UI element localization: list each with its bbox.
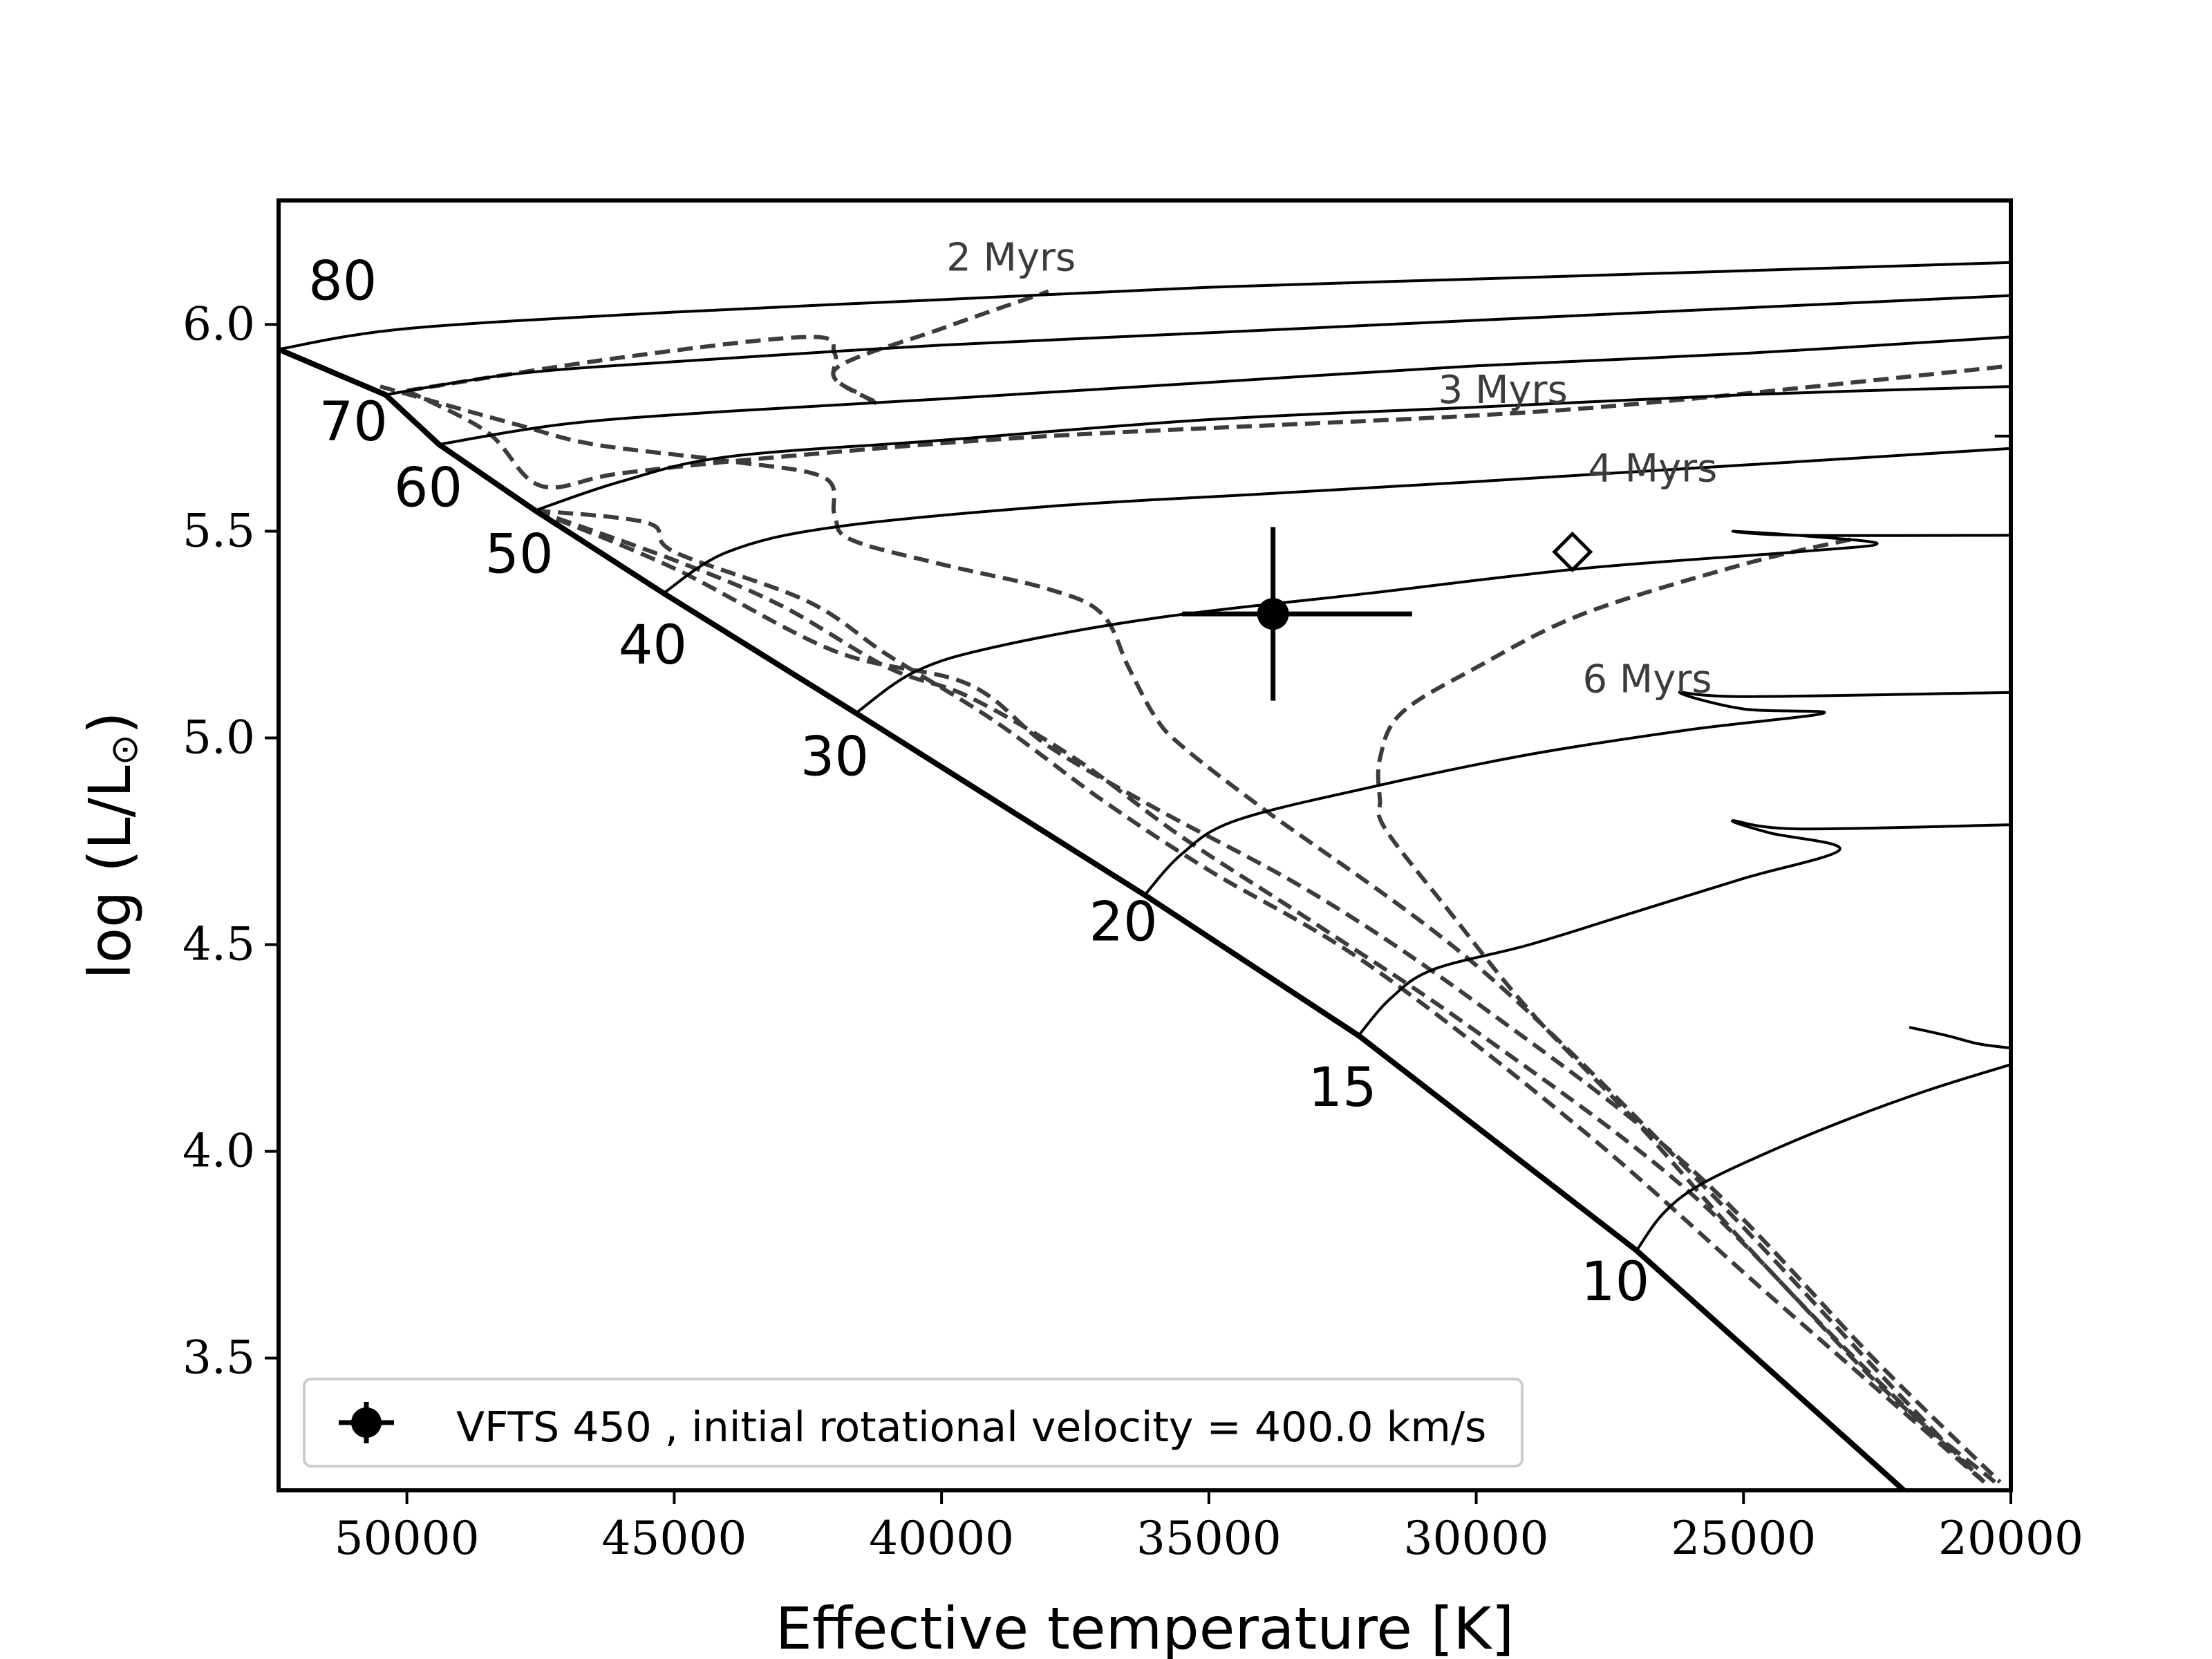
x-axis-label: Effective temperature [K]	[776, 1595, 1515, 1659]
isochrone-line-7	[534, 508, 2002, 1484]
track-line-15	[1357, 819, 2011, 1037]
evolutionary-tracks	[279, 261, 2011, 1252]
track-mass-label: 40	[619, 615, 687, 677]
isochrone-line-4	[1376, 537, 1986, 1484]
track-mass-label: 50	[485, 523, 553, 585]
track-mass-label: 15	[1309, 1057, 1377, 1119]
track-mass-label: 10	[1581, 1251, 1649, 1313]
x-tick-label: 25000	[1671, 1512, 1816, 1565]
y-tick-label: 6.0	[182, 297, 255, 350]
y-tick-label: 3.5	[182, 1331, 255, 1385]
isochrone-line-2	[406, 364, 2011, 490]
legend-marker-icon	[339, 1402, 394, 1443]
axes-frame	[276, 198, 2013, 1492]
track-mass-label: 70	[319, 391, 388, 453]
y-axis-ticks: 3.5 4.0 4.5 5.0 5.5 6.0	[182, 297, 279, 1385]
track-line-30	[855, 529, 2011, 715]
y-axis-label-sun-symbol: ⊙	[102, 734, 146, 765]
isochrone-label: 6 Myrs	[1583, 657, 1712, 702]
track-line-60	[438, 335, 2011, 446]
track-mass-label: 80	[308, 251, 377, 313]
track-line-40	[662, 447, 2011, 594]
track-line-20	[1143, 691, 2011, 897]
data-points	[1182, 527, 1593, 701]
y-tick-label: 5.0	[182, 711, 255, 765]
x-tick-label: 40000	[869, 1512, 1014, 1565]
x-tick-label: 35000	[1136, 1512, 1282, 1565]
y-axis-label-text: log (L/L	[76, 765, 144, 980]
track-line-10	[1635, 1063, 2011, 1252]
track-line-80	[279, 261, 2011, 351]
track-mass-label: 60	[394, 458, 462, 520]
y-axis-label: log (L/L⊙)	[76, 711, 146, 979]
x-axis-ticks: 50000 45000 40000 35000 30000 25000 20000	[335, 1490, 2083, 1565]
x-tick-label: 45000	[601, 1512, 747, 1565]
isochrone-line-1	[406, 289, 1049, 406]
legend-box	[303, 1378, 1524, 1468]
star-point-marker	[1257, 598, 1289, 630]
y-tick-label: 5.5	[182, 504, 255, 557]
zams-line	[279, 346, 1906, 1490]
x-tick-label: 50000	[335, 1512, 480, 1565]
zams	[279, 346, 1906, 1490]
x-tick-label: 30000	[1404, 1512, 1549, 1565]
isochrone-line-6	[534, 508, 1996, 1484]
track-line-70	[385, 294, 2011, 397]
isochrones	[379, 289, 2011, 1484]
diamond-marker	[1552, 531, 1593, 572]
isochrone-label: 2 Myrs	[946, 236, 1076, 281]
plot-area	[279, 261, 2011, 1490]
track-mass-label: 30	[800, 726, 869, 788]
x-tick-label: 20000	[1938, 1512, 2083, 1565]
track-line-50	[534, 385, 2011, 512]
isochrone-line-5	[534, 508, 1986, 1484]
legend-label: VFTS 450 , initial rotational velocity =…	[456, 1403, 1486, 1452]
y-tick-label: 4.0	[182, 1125, 255, 1178]
track-mass-label: 20	[1089, 892, 1157, 954]
y-tick-label: 4.5	[182, 918, 255, 971]
track-stub-1	[1909, 1026, 2011, 1050]
legend: VFTS 450 , initial rotational velocity =…	[303, 1378, 1524, 1468]
isochrone-label: 4 Myrs	[1588, 447, 1717, 491]
isochrone-label: 3 Myrs	[1438, 368, 1568, 413]
y-axis-label-close: )	[76, 711, 144, 734]
